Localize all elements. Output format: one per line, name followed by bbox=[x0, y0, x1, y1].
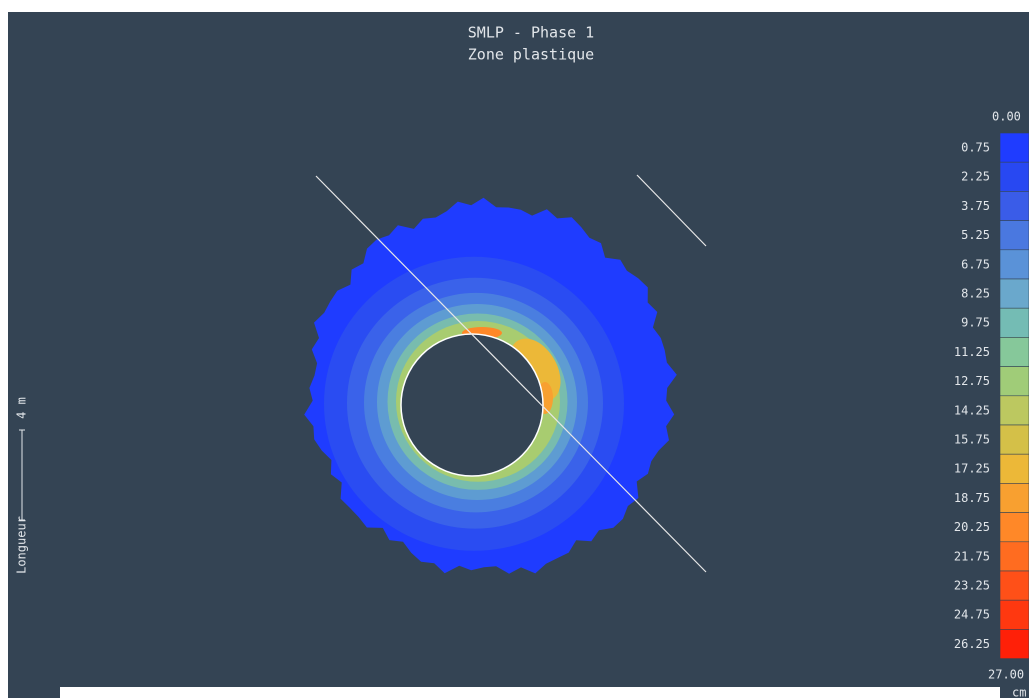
legend-swatch bbox=[999, 599, 1029, 630]
legend-swatch bbox=[999, 483, 1029, 513]
legend-swatch bbox=[999, 453, 1029, 484]
legend-label: 11.25 bbox=[954, 345, 990, 359]
legend-unit: cm bbox=[1012, 686, 1026, 698]
legend-swatch bbox=[999, 249, 1029, 280]
legend-label: 15.75 bbox=[954, 433, 990, 447]
section-line bbox=[315, 175, 707, 573]
opening bbox=[400, 333, 544, 477]
legend-swatch bbox=[999, 366, 1029, 397]
legend-label: 12.75 bbox=[954, 374, 990, 388]
legend-swatch bbox=[999, 278, 1029, 309]
scale-label: Longueur bbox=[15, 516, 29, 574]
legend-label: 24.75 bbox=[954, 608, 990, 622]
legend-label: 9.75 bbox=[961, 316, 990, 330]
contour-plot bbox=[304, 197, 677, 574]
legend-swatch bbox=[999, 541, 1029, 572]
legend-swatch bbox=[999, 132, 1029, 163]
legend-label: 23.25 bbox=[954, 579, 990, 593]
legend-swatch bbox=[999, 337, 1029, 367]
scale-length: 4 m bbox=[15, 397, 29, 419]
legend-swatch bbox=[999, 307, 1029, 338]
status-strip bbox=[60, 687, 1000, 698]
legend-label: 14.25 bbox=[954, 403, 990, 417]
legend-label: 3.75 bbox=[961, 199, 990, 213]
legend-label: 18.75 bbox=[954, 491, 990, 505]
legend-swatch bbox=[999, 629, 1029, 659]
legend-swatch bbox=[999, 161, 1029, 192]
legend-swatch bbox=[999, 424, 1029, 455]
legend-bottom: 27.00 bbox=[988, 668, 1024, 682]
title: SMLP - Phase 1 bbox=[468, 24, 594, 42]
legend-label: 5.25 bbox=[961, 228, 990, 242]
legend-swatch bbox=[999, 512, 1029, 543]
section-line bbox=[636, 174, 707, 247]
legend-swatch bbox=[999, 395, 1029, 426]
legend-label: 17.25 bbox=[954, 462, 990, 476]
legend-swatch bbox=[999, 220, 1029, 251]
legend-label: 26.25 bbox=[954, 637, 990, 651]
legend-label: 21.75 bbox=[954, 549, 990, 563]
legend-swatch bbox=[999, 191, 1029, 221]
legend-label: 20.25 bbox=[954, 520, 990, 534]
legend-label: 8.25 bbox=[961, 287, 990, 301]
legend-label: 6.75 bbox=[961, 257, 990, 271]
legend-label: 0.75 bbox=[961, 141, 990, 155]
legend-swatch bbox=[999, 570, 1029, 601]
subtitle: Zone plastique bbox=[468, 46, 594, 64]
legend-top: 0.00 bbox=[992, 110, 1021, 124]
legend: 0.75 2.25 3.75 5.25 6.75 8.25 9.75 11.25 12.75 14… bbox=[954, 132, 1029, 659]
legend-label: 2.25 bbox=[961, 170, 990, 184]
